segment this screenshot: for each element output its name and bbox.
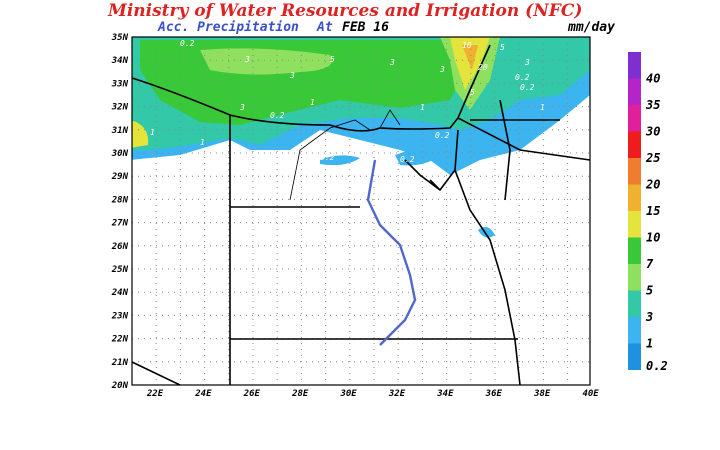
contour-label: 3 <box>439 65 445 74</box>
lon-label: 38E <box>533 389 551 399</box>
legend-label: 25 <box>645 151 660 165</box>
contour-label: 0.2 <box>400 155 415 164</box>
title: Ministry of Water Resources and Irrigati… <box>107 1 582 21</box>
lat-label: 24N <box>111 288 129 298</box>
lat-label: 29N <box>111 172 129 182</box>
lon-label: 30E <box>339 389 357 399</box>
lat-label: 32N <box>111 103 129 113</box>
contour-label: 0.2 <box>435 131 450 140</box>
lon-label: 36E <box>485 389 503 399</box>
lat-label: 27N <box>111 219 129 229</box>
contour-label: 3 <box>244 55 250 64</box>
lat-label: 20N <box>111 381 129 391</box>
date: FEB 16 <box>342 20 389 35</box>
legend-swatch <box>628 317 641 344</box>
legend-swatch <box>628 264 641 291</box>
contour-label: 0.2 <box>515 73 530 82</box>
lon-label: 32E <box>388 389 406 399</box>
legend-swatch <box>628 343 641 370</box>
lon-label: 28E <box>291 389 309 399</box>
map-frame <box>131 36 591 386</box>
lat-label: 26N <box>111 242 129 252</box>
lon-label: 34E <box>436 389 454 399</box>
contour-label: 0.2 <box>520 83 535 92</box>
legend-label: 7 <box>646 257 654 271</box>
contour-label: 5 <box>470 88 475 97</box>
legend-swatch <box>628 105 641 132</box>
at: At <box>316 20 333 35</box>
legend-label: 15 <box>646 204 660 218</box>
subtitle: Acc. Precipitation <box>157 20 299 35</box>
lat-label: 34N <box>111 56 129 66</box>
legend-swatch <box>628 184 641 211</box>
contour-label: 1 <box>200 138 205 147</box>
legend-swatch <box>628 78 641 105</box>
lon-label: 22E <box>146 389 164 399</box>
contour-label: 0.2 <box>180 39 195 48</box>
lat-label: 33N <box>111 79 129 89</box>
precip-field <box>132 37 590 238</box>
lat-label: 35N <box>111 33 129 43</box>
contour-label: 0.2 <box>270 111 285 120</box>
contour-label: 5 <box>500 43 505 52</box>
contour-label: 0.2 <box>560 118 575 127</box>
lat-label: 23N <box>111 311 129 321</box>
contour-label: 0.2 <box>480 213 495 222</box>
legend-label: 10 <box>646 231 660 245</box>
legend-swatch <box>628 211 641 238</box>
lat-label: 31N <box>111 126 129 136</box>
contour-label: 20 <box>478 63 488 72</box>
legend-swatch <box>628 52 641 79</box>
contour-label: 3 <box>524 58 530 67</box>
contour-label: 0.2 <box>320 153 335 162</box>
legend-label: 1 <box>646 337 653 351</box>
legend-label: 5 <box>646 284 653 298</box>
contour-label: 5 <box>330 55 335 64</box>
lat-label: 21N <box>111 358 129 368</box>
lon-label: 40E <box>582 389 599 399</box>
contour-label: 1 <box>310 98 315 107</box>
unit: mm/day <box>567 20 615 35</box>
contour-label: 1 <box>420 103 425 112</box>
contour-label: 3 <box>389 58 395 67</box>
legend-label: 0.2 <box>646 359 668 373</box>
legend-label: 35 <box>645 98 660 112</box>
contour-label: 1 <box>540 103 545 112</box>
lat-label: 30N <box>111 149 129 159</box>
legend-label: 20 <box>645 178 660 192</box>
lon-label: 26E <box>243 389 261 399</box>
legend-label: 3 <box>645 310 653 324</box>
legend-swatch <box>628 290 641 317</box>
borders <box>131 44 591 386</box>
contour-label: 10 <box>462 41 472 50</box>
contour-label: 3 <box>239 103 245 112</box>
legend-swatch <box>628 131 641 158</box>
contour-label: 1 <box>150 128 155 137</box>
legend-swatch <box>628 237 641 264</box>
legend-swatch <box>628 158 641 185</box>
lon-label: 24E <box>194 389 212 399</box>
legend-label: 40 <box>646 72 660 86</box>
contour-label: 3 <box>289 71 295 80</box>
lat-label: 22N <box>111 335 129 345</box>
lat-label: 25N <box>111 265 129 275</box>
legend-label: 30 <box>645 125 660 139</box>
lat-label: 28N <box>111 195 129 205</box>
